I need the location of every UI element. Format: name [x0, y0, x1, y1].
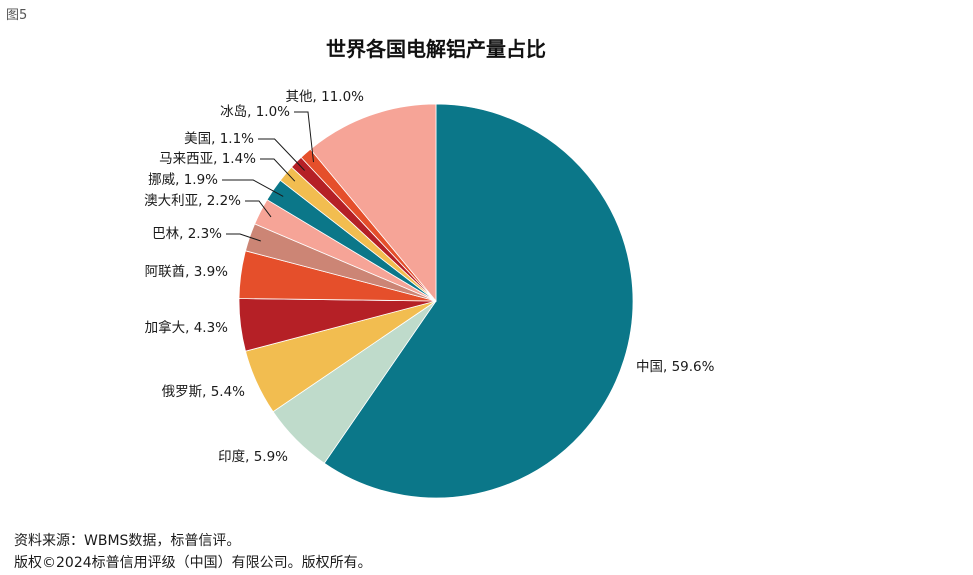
slice-label: 阿联酋, 3.9% — [145, 263, 229, 280]
slice-label: 巴林, 2.3% — [152, 226, 222, 242]
slice-label: 澳大利亚, 2.2% — [144, 193, 241, 209]
slice-label: 美国, 1.1% — [184, 131, 254, 147]
slice-label: 马来西亚, 1.4% — [159, 151, 256, 167]
leader-line — [226, 233, 261, 242]
leader-line — [245, 200, 272, 218]
source-note: 资料来源：WBMS数据，标普信评。 — [14, 533, 241, 549]
pie-slices — [238, 103, 634, 499]
chart-title: 世界各国电解铝产量占比 — [326, 37, 546, 61]
leader-line — [260, 158, 296, 182]
pie-slice — [309, 103, 437, 303]
copyright-note: 版权©2024标普信用评级（中国）有限公司。版权所有。 — [14, 555, 372, 571]
slice-label: 印度, 5.9% — [218, 449, 288, 465]
slice-label: 中国, 59.6% — [636, 359, 715, 375]
figure-label: 图5 — [6, 8, 28, 23]
leader-line — [258, 138, 305, 171]
slice-label: 俄罗斯, 5.4% — [162, 384, 246, 400]
slice-label: 其他, 11.0% — [286, 89, 365, 105]
leader-line — [222, 179, 284, 197]
pie-slice — [323, 103, 634, 499]
slice-label: 冰岛, 1.0% — [220, 104, 290, 120]
slice-labels: 中国, 59.6% 印度, 5.9% 俄罗斯, 5.4% 加拿大, 4.3% 阿联酋, … — [144, 89, 715, 465]
label-leader-lines — [222, 111, 314, 242]
footnotes: 资料来源：WBMS数据，标普信评。 版权©2024标普信用评级（中国）有限公司。… — [14, 530, 372, 574]
slice-label: 挪威, 1.9% — [148, 172, 218, 188]
pie-chart: 世界各国电解铝产量占比 中国, 59.6% 印度, 5.9% 俄罗斯, 5.4% 加拿… — [144, 37, 715, 499]
slice-label: 加拿大, 4.3% — [145, 319, 229, 336]
leader-line — [294, 111, 314, 163]
